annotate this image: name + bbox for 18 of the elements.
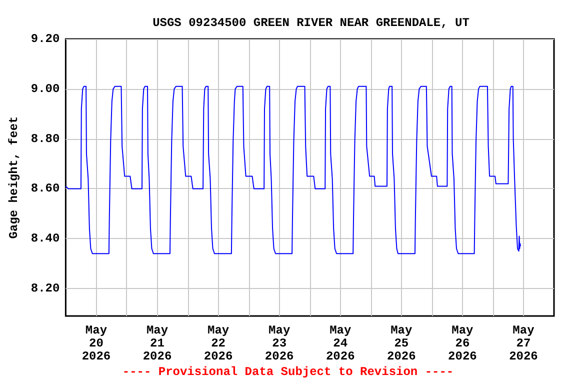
x-tick-label: May 20 2026 <box>82 324 111 364</box>
y-tick-label: 8.80 <box>30 132 60 146</box>
x-tick-label: May 27 2026 <box>509 324 538 364</box>
x-tick-label: May 22 2026 <box>204 324 233 364</box>
chart-title: USGS 09234500 GREEN RIVER NEAR GREENDALE, UT <box>152 16 470 30</box>
x-tick-label: May 26 2026 <box>448 324 477 364</box>
x-tick-label: May 23 2026 <box>264 324 294 364</box>
y-tick-label: 8.20 <box>30 282 60 296</box>
x-tick-label: May 25 2026 <box>387 324 416 364</box>
x-tick-label: May 24 2026 <box>326 324 355 364</box>
text: ---- Provisional Data Subject to Revision ---- <box>122 365 454 379</box>
y-tick-label: 8.40 <box>30 232 60 246</box>
y-tick-label: 9.00 <box>30 82 60 96</box>
y-tick-label: 9.20 <box>30 32 60 46</box>
x-tick-label: May 21 2026 <box>142 324 172 364</box>
y-tick-label: 8.60 <box>30 182 60 196</box>
line-series <box>65 86 522 254</box>
y-axis-title: Gage height, feet <box>7 116 21 239</box>
